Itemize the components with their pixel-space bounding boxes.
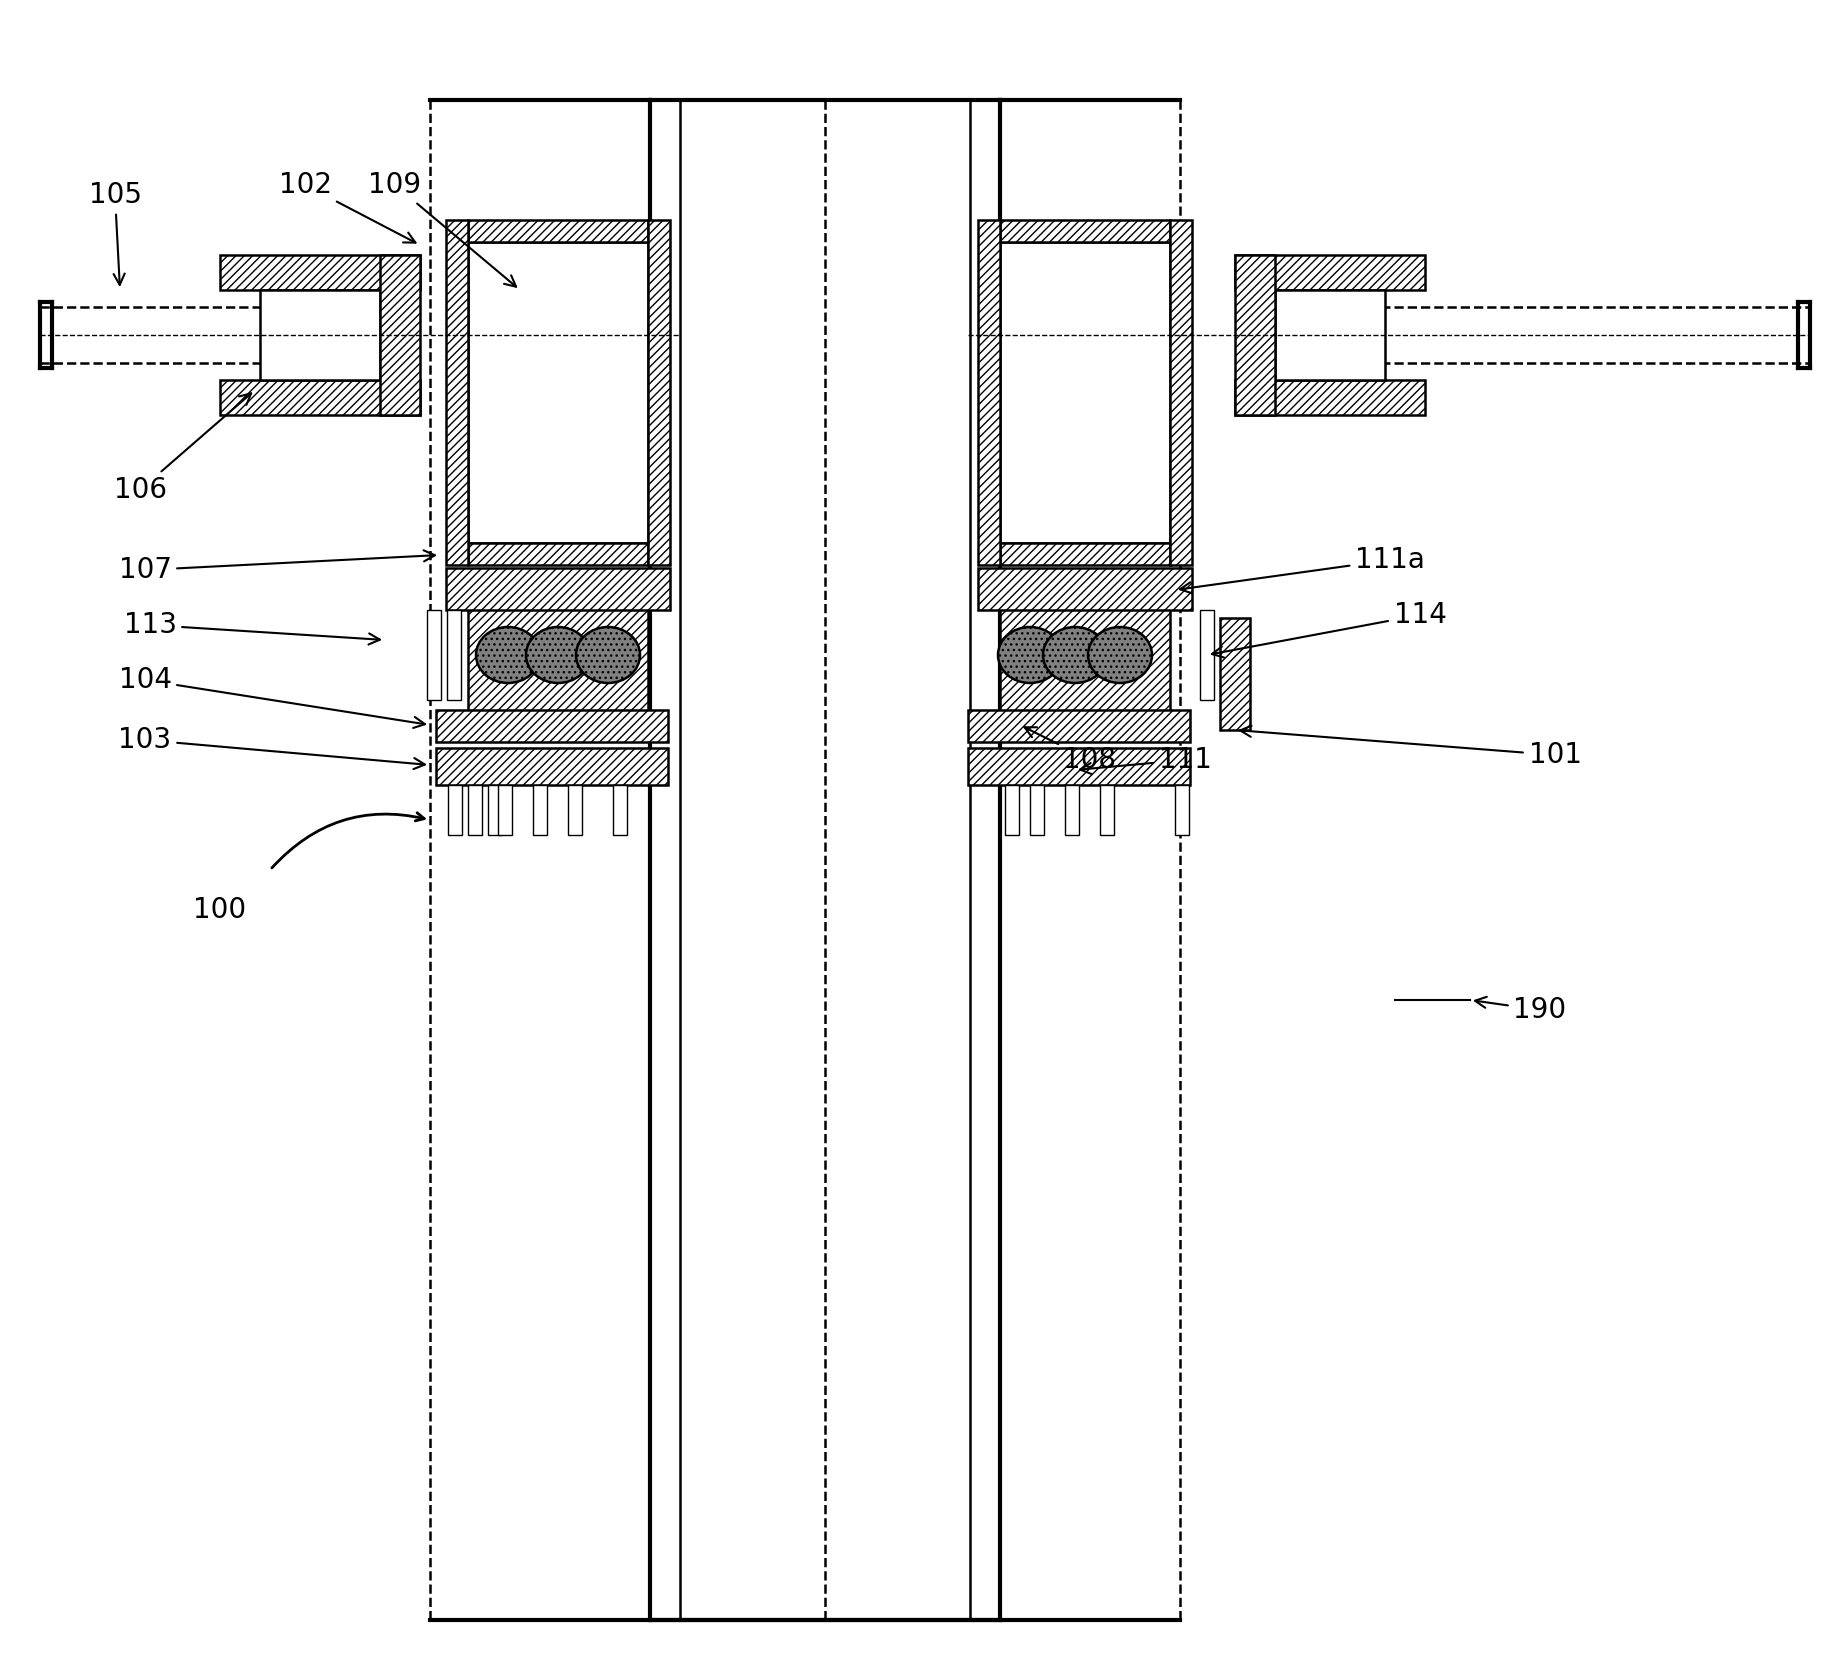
Bar [978, 568, 1193, 610]
Bar [1000, 608, 1171, 731]
Ellipse shape [476, 627, 540, 684]
Bar [1275, 291, 1385, 380]
Bar [1030, 785, 1044, 835]
Bar [967, 711, 1191, 743]
Text: 114: 114 [1213, 601, 1447, 657]
Bar [568, 785, 583, 835]
Bar [967, 748, 1191, 785]
Bar [1220, 618, 1249, 731]
Ellipse shape [1088, 627, 1152, 684]
Bar [1099, 785, 1114, 835]
Bar [449, 785, 462, 835]
Text: 105: 105 [88, 181, 141, 286]
Bar [978, 220, 1000, 564]
Bar [467, 242, 649, 543]
Bar [1174, 785, 1189, 835]
Bar [1200, 610, 1215, 701]
Bar [1006, 785, 1019, 835]
Bar [1235, 255, 1275, 415]
Text: 101: 101 [1240, 726, 1581, 769]
Bar [1235, 380, 1425, 415]
Text: 100: 100 [194, 895, 247, 924]
Bar [467, 543, 649, 564]
Bar [220, 255, 420, 291]
Text: 113: 113 [123, 612, 379, 645]
Ellipse shape [575, 627, 639, 684]
Ellipse shape [526, 627, 590, 684]
Text: 106: 106 [114, 393, 251, 504]
Bar [649, 220, 671, 564]
Bar [1000, 220, 1171, 242]
Text: 111: 111 [1081, 746, 1211, 774]
Bar [1171, 220, 1193, 564]
Ellipse shape [998, 627, 1063, 684]
Bar [533, 785, 548, 835]
Bar [1064, 785, 1079, 835]
Bar [445, 568, 671, 610]
Text: 190: 190 [1475, 996, 1566, 1025]
Text: 107: 107 [119, 551, 434, 585]
Bar [379, 255, 420, 415]
Text: 111a: 111a [1180, 546, 1425, 593]
Bar [1235, 255, 1425, 291]
Text: 104: 104 [119, 665, 425, 727]
Bar [487, 785, 502, 835]
Bar [467, 608, 649, 731]
Bar [1000, 242, 1171, 543]
Text: 109: 109 [368, 171, 517, 287]
Bar [220, 380, 420, 415]
Bar [467, 220, 649, 242]
Bar [467, 785, 482, 835]
Bar [427, 610, 442, 701]
Bar [498, 785, 511, 835]
Bar [1000, 543, 1171, 564]
Text: 108: 108 [1024, 727, 1116, 774]
Bar [447, 610, 462, 701]
Bar [614, 785, 627, 835]
Bar [260, 291, 379, 380]
Bar [436, 711, 669, 743]
Ellipse shape [1042, 627, 1107, 684]
Bar [445, 220, 467, 564]
Text: 102: 102 [278, 171, 416, 242]
FancyArrowPatch shape [271, 813, 425, 869]
Bar [436, 748, 669, 785]
Text: 103: 103 [119, 726, 425, 769]
